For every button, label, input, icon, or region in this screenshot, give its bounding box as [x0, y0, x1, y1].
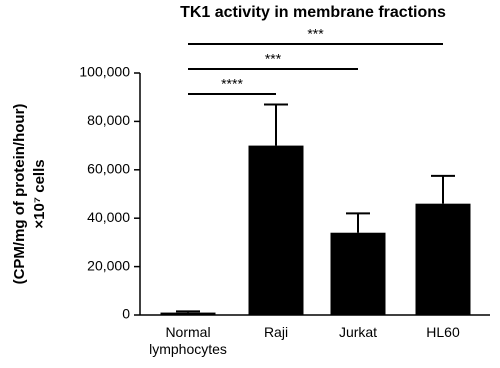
- y-tick-label: 20,000: [87, 257, 130, 273]
- y-axis-label: (CPM/mg of protein/hour): [11, 104, 28, 285]
- y-tick-label: 80,000: [87, 112, 130, 128]
- significance-label: ***: [265, 51, 282, 67]
- y-tick-label: 40,000: [87, 209, 130, 225]
- significance-label: ***: [307, 26, 324, 42]
- x-tick-label: Normal lymphocytes: [149, 324, 227, 357]
- chart-title: TK1 activity in membrane fractions: [180, 4, 446, 21]
- x-tick-label: HL60: [426, 324, 460, 340]
- bar: [248, 145, 304, 315]
- bar: [160, 312, 216, 315]
- error-bar: [176, 310, 200, 313]
- significance-label: ****: [221, 76, 243, 92]
- y-axis-label: ×10⁷ cells: [31, 159, 48, 228]
- y-tick-label: 0: [122, 306, 130, 322]
- error-bar: [346, 212, 370, 233]
- x-tick-label: Raji: [263, 324, 289, 340]
- x-tick-label: Jurkat: [338, 324, 378, 340]
- y-tick-label: 100,000: [79, 64, 130, 80]
- y-tick-label: 60,000: [87, 161, 130, 177]
- error-bar: [264, 103, 288, 146]
- error-bar: [431, 174, 455, 204]
- bar: [330, 232, 386, 315]
- bar: [415, 203, 471, 315]
